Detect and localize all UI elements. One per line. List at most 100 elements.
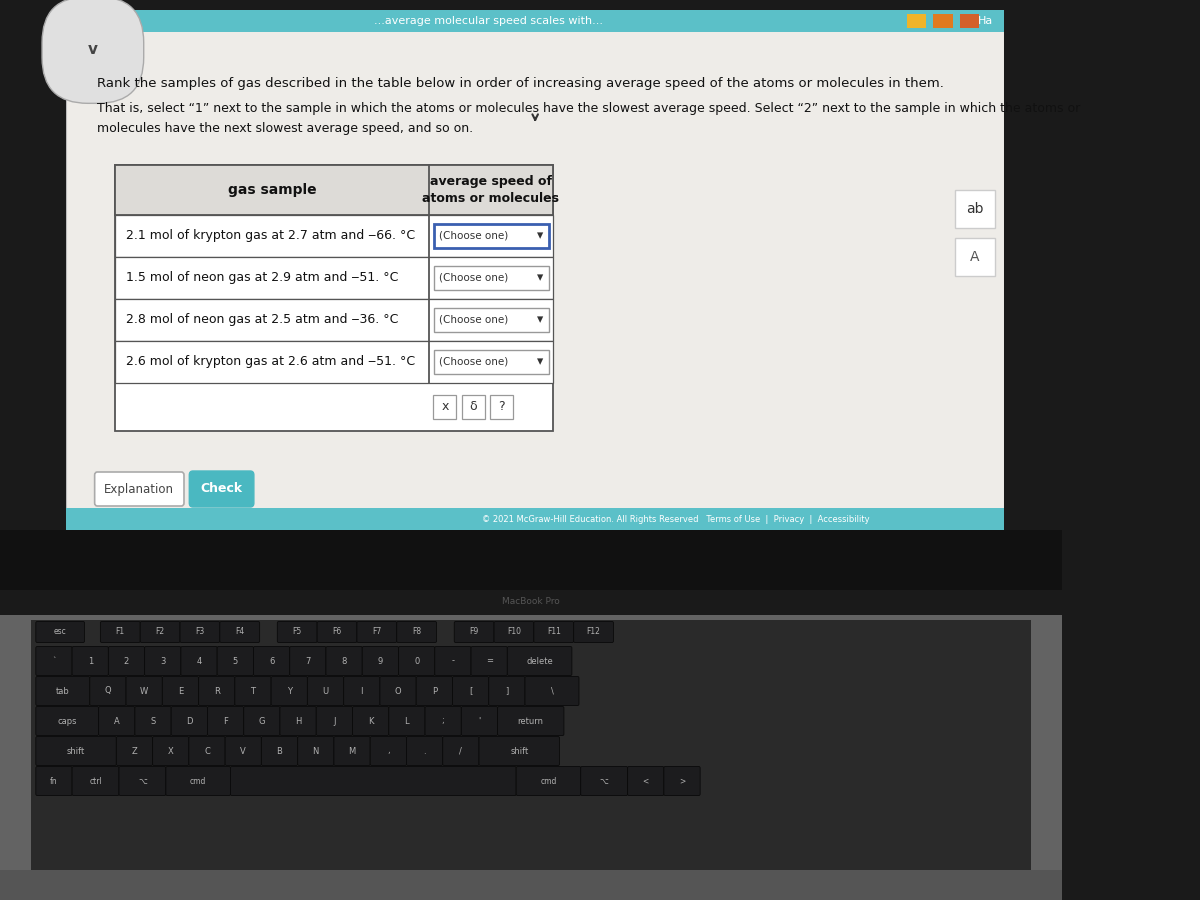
Text: F10: F10 bbox=[506, 627, 521, 636]
Bar bbox=[0, 0, 1062, 10]
Text: ?: ? bbox=[498, 400, 505, 413]
Bar bbox=[115, 215, 553, 257]
Text: 9: 9 bbox=[378, 656, 383, 665]
FancyBboxPatch shape bbox=[162, 677, 198, 706]
Text: shift: shift bbox=[510, 746, 528, 755]
Text: F2: F2 bbox=[156, 627, 164, 636]
FancyBboxPatch shape bbox=[353, 706, 389, 735]
Bar bbox=[434, 266, 550, 290]
Text: R: R bbox=[214, 687, 220, 696]
FancyBboxPatch shape bbox=[370, 736, 407, 766]
Text: average speed of
atoms or molecules: average speed of atoms or molecules bbox=[422, 175, 559, 205]
Text: `: ` bbox=[52, 656, 56, 665]
FancyBboxPatch shape bbox=[244, 706, 280, 735]
Text: esc: esc bbox=[54, 627, 66, 636]
FancyBboxPatch shape bbox=[98, 706, 134, 735]
Text: Ha: Ha bbox=[978, 16, 994, 26]
Text: (Choose one): (Choose one) bbox=[439, 315, 508, 325]
Text: delete: delete bbox=[527, 656, 553, 665]
Bar bbox=[115, 165, 553, 215]
Text: T: T bbox=[251, 687, 256, 696]
FancyBboxPatch shape bbox=[581, 767, 628, 796]
Text: ': ' bbox=[479, 716, 480, 725]
FancyBboxPatch shape bbox=[488, 677, 526, 706]
Text: F6: F6 bbox=[332, 627, 342, 636]
FancyBboxPatch shape bbox=[152, 736, 188, 766]
Text: 0: 0 bbox=[414, 656, 419, 665]
FancyBboxPatch shape bbox=[101, 622, 140, 643]
FancyBboxPatch shape bbox=[116, 736, 152, 766]
Text: That is, select “1” next to the sample in which the atoms or molecules have the : That is, select “1” next to the sample i… bbox=[97, 102, 1080, 115]
FancyBboxPatch shape bbox=[498, 706, 564, 735]
FancyBboxPatch shape bbox=[36, 677, 90, 706]
FancyBboxPatch shape bbox=[664, 767, 700, 796]
Text: I: I bbox=[360, 687, 364, 696]
FancyBboxPatch shape bbox=[119, 767, 166, 796]
FancyBboxPatch shape bbox=[452, 677, 488, 706]
FancyBboxPatch shape bbox=[280, 706, 317, 735]
FancyBboxPatch shape bbox=[188, 736, 226, 766]
FancyBboxPatch shape bbox=[235, 677, 271, 706]
Text: H: H bbox=[295, 716, 301, 725]
Text: F1: F1 bbox=[115, 627, 125, 636]
FancyBboxPatch shape bbox=[398, 646, 434, 676]
FancyBboxPatch shape bbox=[508, 646, 572, 676]
Text: X: X bbox=[168, 746, 174, 755]
FancyBboxPatch shape bbox=[307, 677, 343, 706]
FancyBboxPatch shape bbox=[36, 767, 72, 796]
Text: U: U bbox=[323, 687, 329, 696]
FancyBboxPatch shape bbox=[389, 706, 425, 735]
FancyBboxPatch shape bbox=[516, 767, 581, 796]
Text: E: E bbox=[178, 687, 184, 696]
Bar bbox=[434, 224, 550, 248]
Text: F: F bbox=[223, 716, 228, 725]
Text: <: < bbox=[643, 777, 649, 786]
FancyBboxPatch shape bbox=[298, 736, 334, 766]
Text: cmd: cmd bbox=[190, 777, 206, 786]
FancyBboxPatch shape bbox=[198, 677, 235, 706]
Bar bbox=[115, 341, 553, 383]
Text: -: - bbox=[451, 656, 455, 665]
Text: F3: F3 bbox=[196, 627, 204, 636]
FancyBboxPatch shape bbox=[425, 706, 461, 735]
Text: 8: 8 bbox=[342, 656, 347, 665]
FancyBboxPatch shape bbox=[220, 622, 259, 643]
Text: [: [ bbox=[469, 687, 473, 696]
Bar bbox=[0, 590, 1062, 615]
Text: ]: ] bbox=[505, 687, 509, 696]
FancyBboxPatch shape bbox=[461, 706, 498, 735]
Text: F7: F7 bbox=[372, 627, 382, 636]
FancyBboxPatch shape bbox=[145, 646, 181, 676]
Bar bbox=[66, 10, 1004, 530]
Text: fn: fn bbox=[50, 777, 58, 786]
Text: P: P bbox=[432, 687, 437, 696]
FancyBboxPatch shape bbox=[36, 622, 84, 643]
Bar bbox=[0, 10, 66, 530]
Text: 1: 1 bbox=[88, 656, 92, 665]
Text: δ: δ bbox=[469, 400, 478, 413]
Text: L: L bbox=[404, 716, 409, 725]
FancyBboxPatch shape bbox=[226, 736, 262, 766]
Text: ab: ab bbox=[966, 202, 984, 216]
FancyBboxPatch shape bbox=[126, 677, 162, 706]
Text: A: A bbox=[970, 250, 979, 264]
Bar bbox=[433, 395, 456, 419]
Text: (Choose one): (Choose one) bbox=[439, 357, 508, 367]
Text: V: V bbox=[240, 746, 246, 755]
FancyBboxPatch shape bbox=[494, 622, 534, 643]
Text: ▾: ▾ bbox=[538, 272, 544, 284]
Text: cmd: cmd bbox=[540, 777, 557, 786]
Text: ctrl: ctrl bbox=[89, 777, 102, 786]
FancyBboxPatch shape bbox=[455, 622, 494, 643]
Bar bbox=[66, 10, 1004, 32]
Bar bbox=[115, 257, 553, 299]
Text: F8: F8 bbox=[412, 627, 421, 636]
Text: M: M bbox=[348, 746, 355, 755]
Bar bbox=[115, 299, 553, 341]
Text: 2.6 mol of krypton gas at 2.6 atm and ‒51. °C: 2.6 mol of krypton gas at 2.6 atm and ‒5… bbox=[126, 356, 415, 368]
Text: F9: F9 bbox=[469, 627, 479, 636]
Text: F4: F4 bbox=[235, 627, 245, 636]
Text: Check: Check bbox=[200, 482, 242, 496]
Text: tab: tab bbox=[56, 687, 70, 696]
Text: ;: ; bbox=[442, 716, 444, 725]
